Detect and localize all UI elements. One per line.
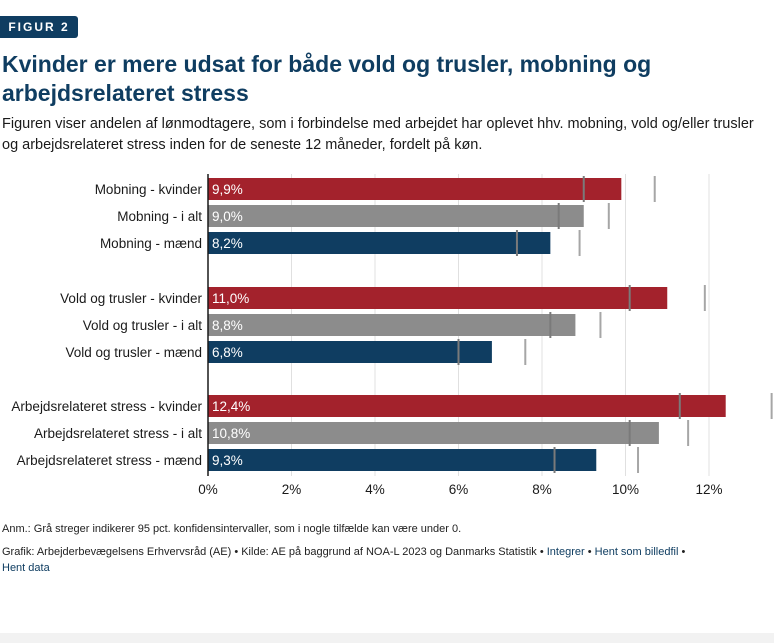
x-tick-label: 4% (365, 482, 385, 497)
value-label: 9,9% (212, 182, 243, 197)
download-image-link[interactable]: Hent som billedfil (594, 546, 679, 558)
category-label: Mobning - kvinder (95, 182, 203, 197)
category-label: Mobning - i alt (117, 209, 202, 224)
value-label: 8,8% (212, 318, 243, 333)
category-label: Arbejdsrelateret stress - kvinder (11, 399, 202, 414)
footer-bar (0, 633, 774, 643)
bar-maend (208, 341, 492, 363)
x-tick-label: 6% (449, 482, 469, 497)
category-label: Vold og trusler - kvinder (60, 291, 202, 306)
x-tick-label: 0% (198, 482, 218, 497)
chart-title: Kvinder er mere udsat for både vold og t… (2, 51, 652, 106)
x-tick-label: 10% (612, 482, 639, 497)
value-label: 10,8% (212, 426, 250, 441)
source-line: Grafik: Arbejderbevægelsens Erhvervsråd … (2, 544, 742, 576)
bar-maend (208, 449, 597, 471)
chart-subtitle: Figuren viser andelen af lønmodtagere, s… (2, 116, 754, 153)
bar-kvinder (208, 178, 622, 200)
figure-badge: FIGUR 2 (0, 16, 78, 38)
category-label: Vold og trusler - mænd (65, 345, 202, 360)
bar-chart: 9,9% 9,0% 8,2% 11,0% 8,8% 6,8% 12,4% 10,8% 9,3% M… (11, 174, 773, 497)
x-tick-label: 8% (532, 482, 552, 497)
category-label: Mobning - mænd (100, 236, 202, 251)
bar-maend (208, 232, 551, 254)
value-label: 6,8% (212, 345, 243, 360)
separator: • (587, 546, 592, 558)
source-text: Grafik: Arbejderbevægelsens Erhvervsråd … (2, 546, 544, 558)
category-label: Arbejdsrelateret stress - mænd (17, 453, 202, 468)
separator: • (681, 546, 686, 558)
bar-i_alt (208, 422, 659, 444)
value-label: 11,0% (212, 291, 249, 306)
download-data-link[interactable]: Hent data (2, 562, 50, 574)
x-tick-label: 2% (282, 482, 302, 497)
bar-i_alt (208, 314, 576, 336)
category-label: Vold og trusler - i alt (83, 318, 203, 333)
value-label: 8,2% (212, 236, 243, 251)
value-label: 12,4% (212, 399, 250, 414)
embed-link[interactable]: Integrer (546, 546, 585, 558)
bar-kvinder (208, 287, 668, 309)
value-label: 9,3% (212, 453, 243, 468)
bar-kvinder (208, 395, 726, 417)
value-label: 9,0% (212, 209, 243, 224)
x-tick-label: 12% (695, 482, 722, 497)
category-label: Arbejdsrelateret stress - i alt (34, 426, 202, 441)
note-annotation: Anm.: Grå streger indikerer 95 pct. konf… (2, 523, 462, 535)
bar-i_alt (208, 205, 584, 227)
